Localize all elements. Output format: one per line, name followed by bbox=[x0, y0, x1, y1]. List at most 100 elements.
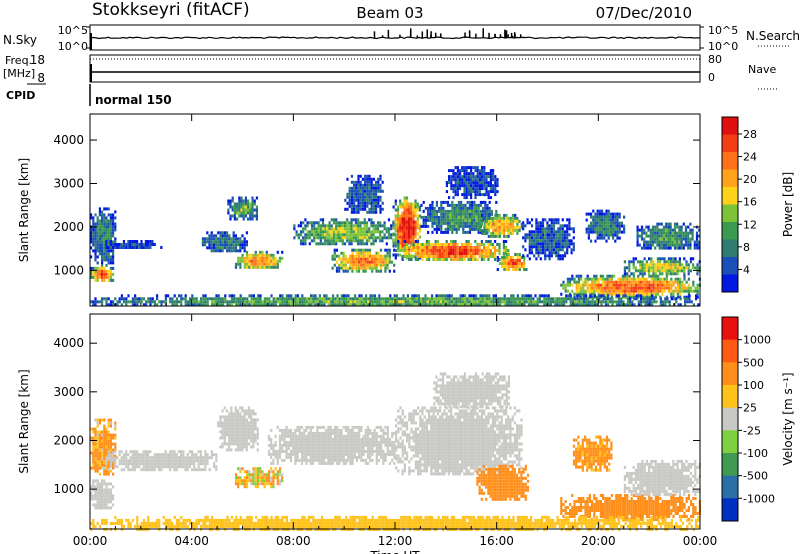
echo-cell bbox=[444, 294, 447, 298]
echo-cell bbox=[681, 269, 684, 273]
echo-cell bbox=[683, 257, 686, 261]
echo-cell bbox=[619, 286, 622, 290]
echo-cell bbox=[375, 204, 378, 208]
echo-cell bbox=[457, 212, 460, 216]
echo-cell bbox=[456, 178, 459, 182]
echo-cell bbox=[488, 209, 491, 213]
echo-cell bbox=[353, 186, 356, 190]
echo-cell bbox=[127, 240, 130, 243]
echo-cell bbox=[94, 258, 97, 262]
echo-cell bbox=[643, 272, 646, 276]
echo-cell bbox=[219, 246, 222, 250]
echo-cell bbox=[107, 445, 110, 449]
echo-cell bbox=[544, 239, 547, 243]
echo-cell bbox=[654, 228, 657, 232]
echo-cell bbox=[563, 300, 566, 304]
echo-cell bbox=[463, 193, 466, 197]
echo-cell bbox=[344, 263, 347, 267]
echo-cell bbox=[641, 266, 644, 270]
echo-cell bbox=[239, 265, 242, 269]
echo-cell bbox=[378, 297, 381, 301]
echo-cell bbox=[118, 450, 121, 454]
echo-cell bbox=[410, 220, 413, 224]
echo-cell bbox=[233, 294, 236, 298]
echo-cell bbox=[394, 256, 397, 260]
echo-cell bbox=[116, 303, 119, 307]
echo-cell bbox=[107, 494, 110, 498]
echo-cell bbox=[518, 225, 521, 229]
echo-cell bbox=[105, 472, 108, 476]
echo-cell bbox=[313, 239, 316, 243]
echo-cell bbox=[541, 239, 545, 243]
echo-cell bbox=[283, 297, 286, 301]
echo-cell bbox=[263, 297, 266, 301]
echo-cell bbox=[374, 227, 377, 231]
echo-cell bbox=[321, 236, 325, 240]
echo-cell bbox=[530, 294, 533, 298]
echo-cell bbox=[221, 240, 224, 244]
echo-cell bbox=[527, 294, 530, 298]
echo-cell bbox=[649, 243, 652, 247]
echo-cell bbox=[335, 269, 339, 273]
echo-cell bbox=[429, 209, 432, 213]
echo-cell bbox=[572, 248, 575, 252]
echo-cell bbox=[471, 218, 474, 222]
echo-cell bbox=[479, 230, 482, 234]
echo-cell bbox=[475, 209, 478, 213]
echo-cell bbox=[660, 222, 663, 226]
echo-cell bbox=[407, 214, 411, 218]
echo-cell bbox=[98, 210, 101, 214]
echo-cell bbox=[376, 300, 379, 304]
echo-cell bbox=[386, 251, 389, 255]
echo-cell bbox=[359, 239, 362, 243]
echo-cell bbox=[299, 239, 303, 243]
echo-cell bbox=[156, 297, 159, 301]
echo-cell bbox=[90, 494, 93, 498]
echo-cell bbox=[497, 297, 500, 301]
echo-cell bbox=[555, 236, 558, 240]
echo-cell bbox=[649, 231, 652, 235]
echo-cell bbox=[335, 254, 339, 258]
echo-cell bbox=[129, 468, 132, 472]
echo-cell bbox=[480, 249, 483, 252]
echo-cell bbox=[429, 218, 432, 222]
echo-cell bbox=[503, 216, 506, 220]
echo-cell bbox=[678, 266, 681, 270]
echo-cell bbox=[658, 234, 661, 238]
echo-cell bbox=[670, 257, 673, 261]
echo-cell bbox=[604, 300, 607, 304]
echo-cell bbox=[422, 215, 425, 219]
echo-cell bbox=[395, 297, 398, 301]
echo-cell bbox=[463, 249, 466, 252]
echo-cell bbox=[448, 294, 451, 298]
echo-cell bbox=[98, 491, 101, 495]
echo-cell bbox=[571, 297, 574, 301]
echo-cell bbox=[445, 243, 448, 246]
echo-cell bbox=[538, 297, 541, 301]
echo-cell bbox=[637, 303, 640, 307]
echo-cell bbox=[582, 294, 585, 298]
echo-cell bbox=[410, 235, 413, 239]
echo-cell bbox=[248, 256, 251, 260]
echo-cell bbox=[436, 240, 439, 243]
echo-cell bbox=[555, 248, 558, 252]
echo-cell bbox=[673, 225, 677, 229]
echo-cell bbox=[407, 211, 411, 215]
echo-cell bbox=[414, 258, 417, 261]
echo-cell bbox=[223, 231, 226, 235]
echo-cell bbox=[344, 266, 347, 270]
echo-cell bbox=[552, 245, 556, 249]
echo-cell bbox=[681, 283, 684, 287]
echo-cell bbox=[673, 228, 677, 232]
echo-cell bbox=[463, 196, 466, 200]
echo-cell bbox=[591, 289, 594, 293]
echo-cell bbox=[557, 242, 560, 246]
echo-cell bbox=[566, 242, 569, 246]
echo-cell bbox=[487, 216, 490, 220]
echo-cell bbox=[381, 180, 384, 184]
echo-cell bbox=[635, 286, 638, 290]
echo-cell bbox=[445, 190, 448, 194]
echo-cell bbox=[131, 240, 134, 243]
echo-cell bbox=[144, 240, 147, 243]
echo-cell bbox=[494, 213, 497, 217]
